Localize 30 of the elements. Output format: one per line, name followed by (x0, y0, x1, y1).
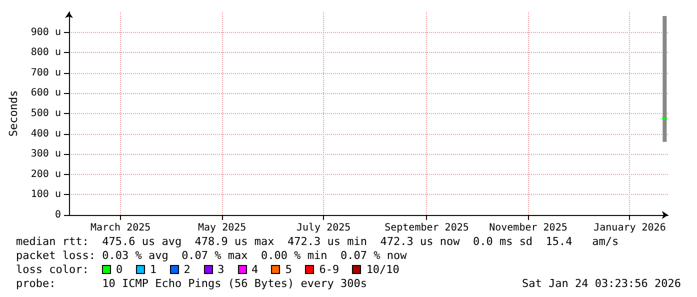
text: probe: 10 ICMP Echo Pings (56 Bytes) every 300s (16, 277, 367, 290)
text: 2 (184, 263, 190, 276)
text: 3 (218, 263, 224, 276)
y-tick-label: 900 u (30, 26, 61, 38)
y-axis-title: Seconds (7, 90, 20, 137)
text: loss color: (16, 263, 89, 276)
y-tick-label: 800 u (30, 47, 61, 58)
text: Sat Jan 24 03:23:56 2026 (522, 277, 681, 290)
text: median rtt: 475.6 us avg 478.9 us max 472.3 us min 472.3 us now 0.0 ms sd 15.4 am/s (16, 235, 619, 248)
text: 1 (150, 263, 157, 276)
x-tick-label: May 2025 (198, 222, 246, 234)
y-tick-label: 200 u (30, 168, 61, 180)
y-tick-label: 600 u (30, 88, 61, 99)
x-tick-label: November 2025 (489, 222, 568, 234)
y-tick-label: 400 u (30, 128, 61, 140)
text: 10/10 (366, 263, 400, 276)
y-tick-label: 100 u (30, 189, 61, 200)
text: 0 (116, 263, 123, 276)
y-tick-label: 500 u (30, 108, 61, 119)
x-tick-label: March 2025 (90, 222, 151, 234)
y-tick-label: 0 (54, 210, 61, 220)
y-tick-label: 300 u (30, 148, 61, 160)
x-tick-label: January 2026 (594, 222, 666, 234)
x-tick-label: September 2025 (384, 222, 469, 234)
y-tick-label: 700 u (30, 67, 61, 78)
text: packet loss: 0.03 % avg 0.07 % max 0.00 % min 0.07 % now (16, 249, 407, 262)
text: 4 (252, 263, 258, 276)
x-tick-label: July 2025 (296, 222, 351, 234)
text: 5 (285, 263, 292, 276)
text: 6-9 (319, 263, 340, 276)
